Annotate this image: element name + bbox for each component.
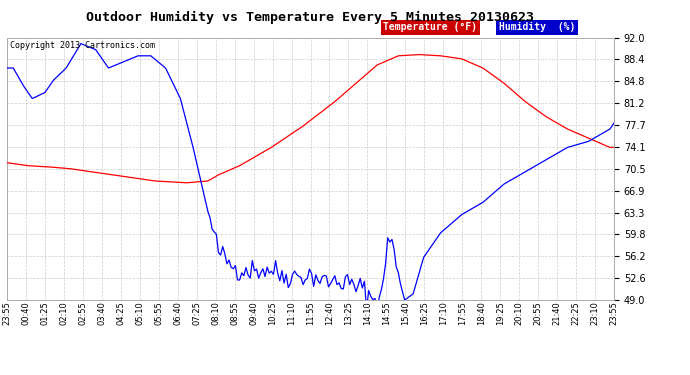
Text: Copyright 2013 Cartronics.com: Copyright 2013 Cartronics.com [10,42,155,51]
Text: Outdoor Humidity vs Temperature Every 5 Minutes 20130623: Outdoor Humidity vs Temperature Every 5 … [86,11,535,24]
Text: Humidity  (%): Humidity (%) [499,22,575,32]
Text: Temperature (°F): Temperature (°F) [384,22,477,32]
